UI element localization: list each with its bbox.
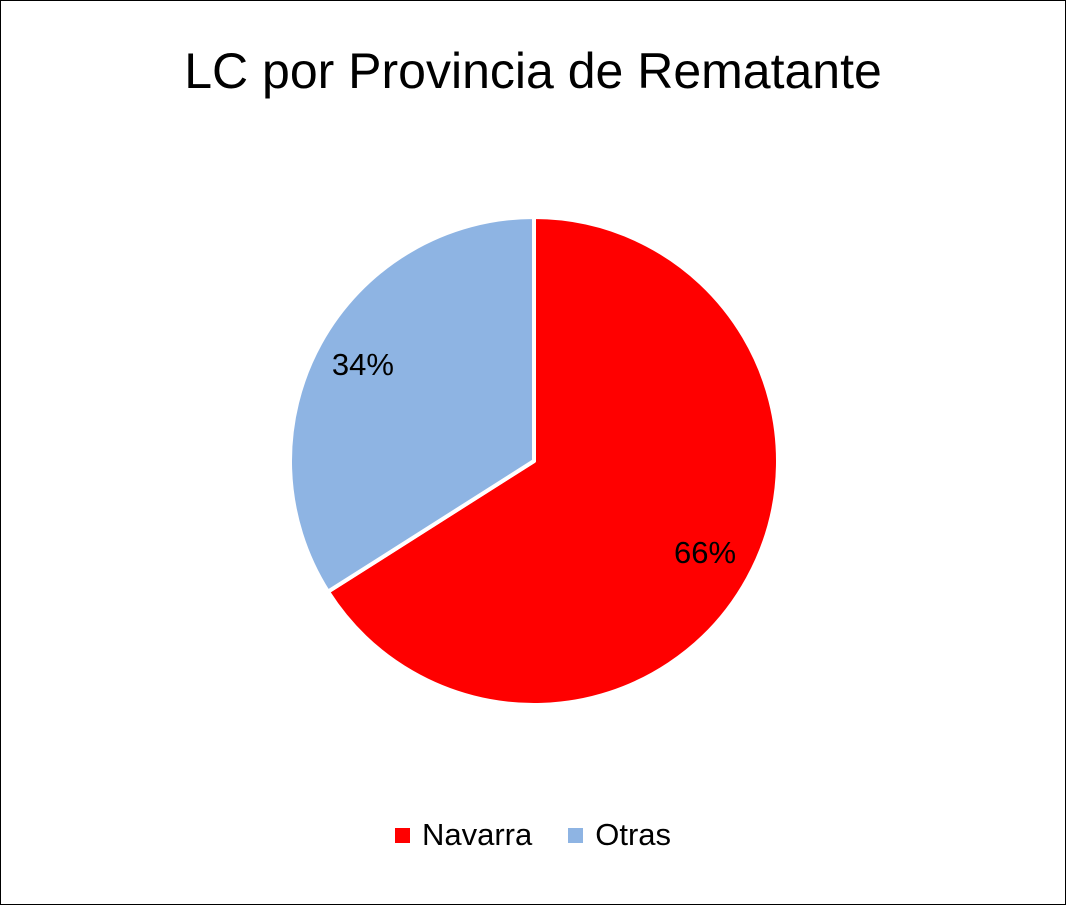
chart-title: LC por Provincia de Rematante: [184, 43, 882, 99]
legend-label-otras: Otras: [595, 817, 672, 852]
legend-item-navarra: Navarra: [394, 817, 533, 853]
legend-swatch-otras: [568, 827, 584, 843]
legend-swatch-navarra: [394, 827, 410, 843]
legend-item-otras: Otras: [568, 817, 671, 853]
pie-slice-navarra: [325, 215, 780, 707]
data-label-otras: 34%: [332, 347, 394, 382]
legend: Navarra Otras: [1, 817, 1065, 853]
pie-slice-otras: [288, 215, 536, 594]
data-label-navarra: 66%: [674, 535, 736, 570]
legend-label-navarra: Navarra: [421, 817, 533, 852]
